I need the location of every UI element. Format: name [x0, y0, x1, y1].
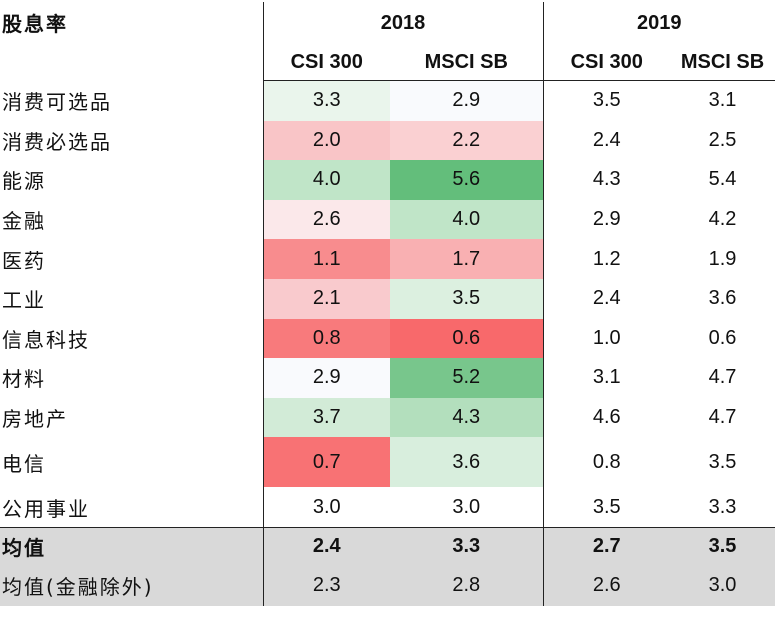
value-cell: 3.3: [262, 80, 390, 121]
value-cell: 3.5: [542, 80, 670, 121]
value-cell: 2.3: [262, 565, 390, 606]
table-row: 房地产 3.7 4.3 4.6 4.7: [0, 397, 775, 438]
value-cell: 3.6: [708, 287, 737, 310]
value-cell: 3.5: [390, 278, 543, 319]
value-cell: 4.3: [390, 397, 543, 438]
value-cell: 0.6: [708, 326, 737, 349]
value-cell: 3.5: [670, 526, 775, 566]
table-row: 金融 2.6 4.0 2.9 4.2: [0, 199, 775, 240]
row-label: 材料: [2, 367, 46, 392]
value-cell: 4.0: [262, 160, 390, 200]
row-label: 信息科技: [2, 327, 90, 352]
value-cell: 3.7: [262, 397, 390, 438]
row-label: 医药: [2, 248, 46, 273]
value-cell: 2.9: [542, 199, 670, 240]
row-label: 消费可选品: [2, 90, 112, 115]
value-cell: 3.0: [262, 487, 390, 528]
value-cell: 4.2: [708, 208, 737, 231]
table-row: 医药 1.1 1.7 1.2 1.9: [0, 239, 775, 279]
average-row: 均值(金融除外) 2.3 2.8 2.6 3.0: [0, 565, 775, 606]
value-cell: 0.7: [262, 437, 390, 488]
value-cell: 2.8: [390, 565, 543, 606]
value-cell: 1.7: [390, 239, 543, 279]
value-cell: 3.3: [390, 526, 543, 566]
table-row: 材料 2.9 5.2 3.1 4.7: [0, 358, 775, 398]
row-label: 能源: [2, 169, 46, 194]
value-cell: 3.3: [708, 495, 737, 518]
value-cell: 4.7: [708, 366, 737, 389]
row-label: 消费必选品: [2, 129, 112, 154]
row-label: 均值: [0, 526, 263, 566]
row-label: 均值(金融除外): [0, 565, 263, 606]
table-row: 能源 4.0 5.6 4.3 5.4: [0, 160, 775, 200]
value-cell: 0.6: [390, 318, 543, 359]
value-cell: 3.6: [390, 437, 543, 488]
table-row: 消费必选品 2.0 2.2 2.4 2.5: [0, 120, 775, 161]
value-cell: 2.9: [390, 80, 543, 121]
value-cell: 1.1: [262, 239, 390, 279]
year-2018-header: 2018: [262, 2, 543, 44]
value-cell: 2.1: [262, 278, 390, 319]
table-row: 电信 0.7 3.6 0.8 3.5: [0, 437, 775, 488]
corner-label: 股息率: [2, 12, 68, 36]
value-cell: 5.2: [390, 358, 543, 398]
table-row: 工业 2.1 3.5 2.4 3.6: [0, 278, 775, 319]
value-cell: 2.4: [542, 120, 670, 161]
row-label: 金融: [2, 209, 46, 234]
value-cell: 0.8: [542, 437, 670, 488]
value-cell: 5.6: [390, 160, 543, 200]
table-row: 公用事业 3.0 3.0 3.5 3.3: [0, 487, 775, 528]
col-header-csi300-2019: CSI 300: [542, 44, 670, 81]
value-cell: 3.5: [708, 450, 737, 473]
value-cell: 3.0: [390, 487, 543, 528]
value-cell: 4.3: [542, 160, 670, 200]
average-row: 均值 2.4 3.3 2.7 3.5: [0, 526, 775, 566]
value-cell: 3.1: [708, 89, 737, 112]
row-label: 房地产: [2, 407, 68, 432]
value-cell: 2.0: [262, 120, 390, 161]
value-cell: 4.6: [542, 397, 670, 438]
header-row-years: 股息率 2018 2019: [0, 2, 775, 44]
value-cell: 2.5: [708, 128, 737, 151]
value-cell: 2.7: [542, 526, 670, 566]
table-row: 信息科技 0.8 0.6 1.0 0.6: [0, 318, 775, 359]
header-row-columns: CSI 300 MSCI SB CSI 300 MSCI SB: [0, 44, 775, 81]
value-cell: 2.9: [262, 358, 390, 398]
row-label: 工业: [2, 288, 46, 313]
col-header-mscisb-2019: MSCI SB: [670, 44, 775, 81]
table-row: 消费可选品 3.3 2.9 3.5 3.1: [0, 80, 775, 121]
value-cell: 1.9: [708, 247, 737, 270]
value-cell: 4.7: [708, 406, 737, 429]
value-cell: 4.0: [390, 199, 543, 240]
dividend-yield-table: 股息率 2018 2019 CSI 300 MSCI SB CSI 300 MS…: [0, 2, 775, 606]
row-label: 公用事业: [2, 496, 90, 521]
year-2019-header: 2019: [542, 2, 775, 44]
col-header-csi300-2018: CSI 300: [262, 44, 390, 81]
value-cell: 3.5: [542, 487, 670, 528]
value-cell: 2.4: [542, 278, 670, 319]
value-cell: 1.2: [542, 239, 670, 279]
row-label: 电信: [2, 451, 46, 476]
value-cell: 0.8: [262, 318, 390, 359]
value-cell: 3.0: [670, 565, 775, 606]
value-cell: 2.4: [262, 526, 390, 566]
value-cell: 1.0: [542, 318, 670, 359]
value-cell: 3.1: [542, 358, 670, 398]
value-cell: 5.4: [708, 168, 737, 191]
value-cell: 2.6: [262, 199, 390, 240]
value-cell: 2.2: [390, 120, 543, 161]
col-header-mscisb-2018: MSCI SB: [390, 44, 543, 81]
value-cell: 2.6: [542, 565, 670, 606]
